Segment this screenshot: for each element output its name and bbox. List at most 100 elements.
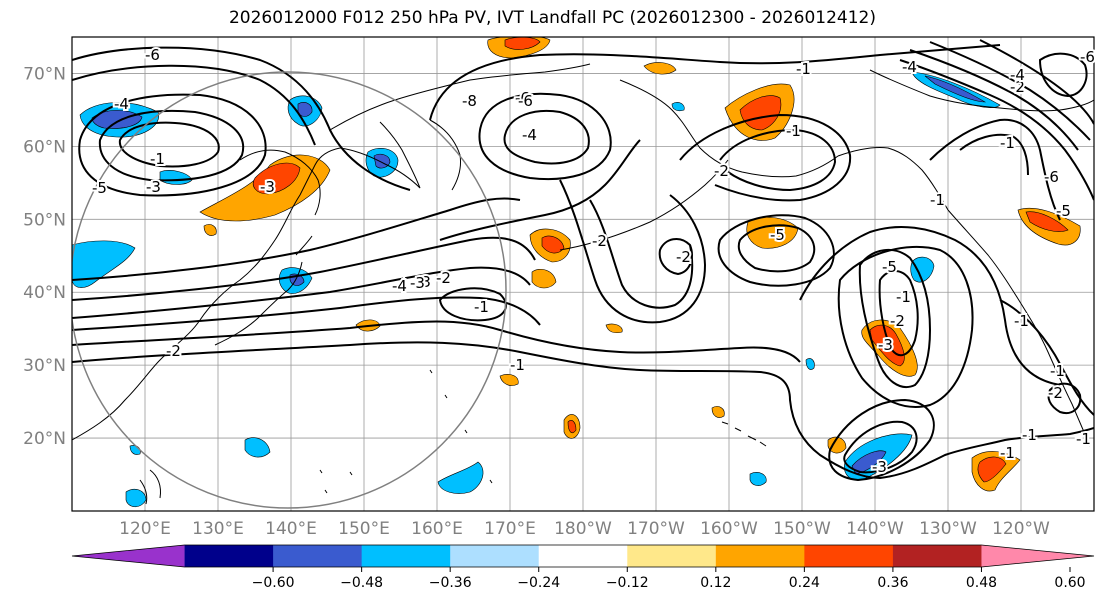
latitude-tick-label: 40°N <box>23 283 66 303</box>
contour-closed-siberia-high <box>78 93 267 197</box>
contour-label: -1 <box>1022 426 1037 444</box>
colorbar-tick-label: 0.48 <box>966 575 997 591</box>
contour-label: -1 <box>786 122 801 140</box>
contour-3-jet <box>72 296 541 331</box>
pos-anomaly-hawaii-core <box>567 420 577 434</box>
contour-label: -6 <box>145 46 160 64</box>
contour-trough-east-2 <box>878 270 919 357</box>
longitude-tick-label: 150°E <box>338 519 390 539</box>
longitude-tick-label: 180°W <box>554 519 612 539</box>
contour-dateline-trough <box>559 179 707 324</box>
map-title: 2026012000 F012 250 hPa PV, IVT Landfall… <box>228 8 876 28</box>
contour-6-jet-north <box>72 197 521 281</box>
coast-alaska-south <box>837 147 949 211</box>
colorbar-tick-label: 0.60 <box>1054 575 1085 591</box>
neg-anomaly-manchuria <box>72 240 136 288</box>
contour-dateline-trough-2 <box>589 199 694 309</box>
neg-anomaly-small-1 <box>805 358 815 370</box>
neg-anomaly-canada-core <box>924 75 987 103</box>
contour-closed-siberia-high-3 <box>118 121 220 168</box>
colorbar-segment <box>538 545 628 567</box>
contour-label: -1 <box>474 298 489 316</box>
contour-closed-bering <box>478 92 612 181</box>
contour-label: -2 <box>436 269 451 287</box>
neg-anomaly-bering-core <box>91 110 143 129</box>
colorbar-extend-low <box>72 545 185 567</box>
pos-anomaly-okhotsk-core <box>252 162 301 195</box>
contour-label: -6 <box>518 92 533 110</box>
neg-anomaly-small-2 <box>671 102 685 112</box>
contour-na-ridge-2 <box>959 133 1029 176</box>
contour-label: -2 <box>1048 384 1063 402</box>
colorbar-tick-label: −0.36 <box>429 575 472 591</box>
contour-label: -1 <box>796 60 811 78</box>
contour-closed-bering-2 <box>503 109 590 165</box>
longitude-tick-label: 160°E <box>411 519 463 539</box>
contour-arctic-ridge <box>72 46 411 191</box>
contour-na-closed <box>1038 52 1088 98</box>
contour-alaska-high <box>679 113 852 202</box>
contour-label: -1 <box>1014 312 1029 330</box>
colorbar-segment <box>450 545 540 567</box>
colorbar-tick-label: 0.24 <box>789 575 820 591</box>
contour-label: -1 <box>150 150 165 168</box>
contour-arctic-wave <box>429 44 1001 121</box>
contour-label: -4 <box>902 58 917 76</box>
contour-label: -1 <box>510 356 525 374</box>
contour-label: -1 <box>1000 134 1015 152</box>
longitude-tick-label: 150°W <box>773 519 831 539</box>
contour-label: -2 <box>890 312 905 330</box>
contour-label: -2 <box>714 162 729 180</box>
contour-label: -4 <box>522 126 537 144</box>
contour-label: -6 <box>1080 48 1095 66</box>
colorbar-tick-label: −0.60 <box>252 575 295 591</box>
coast-pacific-islands <box>319 369 493 494</box>
longitude-tick-label: 140°W <box>846 519 904 539</box>
contour-2-jet <box>72 320 801 363</box>
contour-na-jet-1 <box>899 59 1094 201</box>
contour-label: -1 <box>930 191 945 209</box>
contour-trough-east-3 <box>837 245 974 408</box>
longitude-tick-label: 140°E <box>265 519 317 539</box>
contour-closed-small-west <box>658 238 693 276</box>
longitude-tick-label: 170°W <box>627 519 685 539</box>
contour-label: -3 <box>410 274 425 292</box>
contour-na-jet-4 <box>979 39 1094 125</box>
pos-anomaly-baja-core <box>977 456 1007 483</box>
contour-gulf-ridge-2 <box>737 224 816 273</box>
contour-label: -2 <box>676 248 691 266</box>
contour-label: -3 <box>260 178 275 196</box>
neg-anomaly-kamchatka-core <box>373 153 391 169</box>
coast-east-asia <box>72 147 341 441</box>
latitude-tick-label: 50°N <box>23 210 66 230</box>
coast-hawaii <box>721 421 767 447</box>
longitude-tick-label: 170°E <box>484 519 536 539</box>
pos-anomaly-alaska-core <box>739 95 782 131</box>
colorbar-tick-label: −0.24 <box>517 575 560 591</box>
coast-okhotsk <box>239 149 321 216</box>
colorbar-segment <box>627 545 717 567</box>
neg-anomaly-gulf-alaska <box>910 256 935 283</box>
colorbar-segment <box>184 545 274 567</box>
latitude-tick-label: 70°N <box>23 64 66 84</box>
contour-subtropic-east-2 <box>843 420 918 474</box>
colorbar-outline <box>71 544 1095 568</box>
contour-label: -1 <box>896 288 911 306</box>
contour-4-jet <box>72 266 531 319</box>
landfall-region-circle <box>72 71 507 509</box>
longitude-tick-label: 160°W <box>700 519 758 539</box>
contour-label: -1 <box>1076 430 1091 448</box>
colorbar-segment <box>715 545 805 567</box>
contour-label: -2 <box>1010 78 1025 96</box>
contour-label: -4 <box>1010 66 1025 84</box>
longitude-tick-label: 130°W <box>919 519 977 539</box>
contour-label: -2 <box>592 232 607 250</box>
coast-aleutians <box>559 159 729 251</box>
colorbar-segment <box>892 545 982 567</box>
contour-na-jet-3 <box>929 41 1091 141</box>
contour-label: -5 <box>92 179 107 197</box>
longitude-tick-label: 130°E <box>192 519 244 539</box>
longitude-tick-labels: 120°E 130°E 140°E 150°E 160°E 170°E 180°W 170°W… <box>119 519 1050 539</box>
contour-gulf-ridge <box>717 214 835 287</box>
contour-label: -1 <box>1000 444 1015 462</box>
